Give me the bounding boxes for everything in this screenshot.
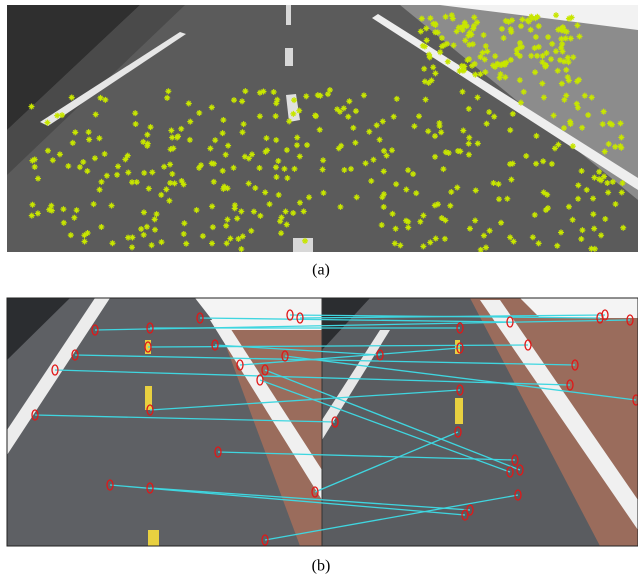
figure: (a) (b)	[0, 0, 638, 581]
caption: (a)	[312, 262, 330, 279]
caption: (b)	[312, 558, 331, 575]
panel-b-image	[7, 298, 638, 546]
panel-a-image	[7, 5, 638, 253]
